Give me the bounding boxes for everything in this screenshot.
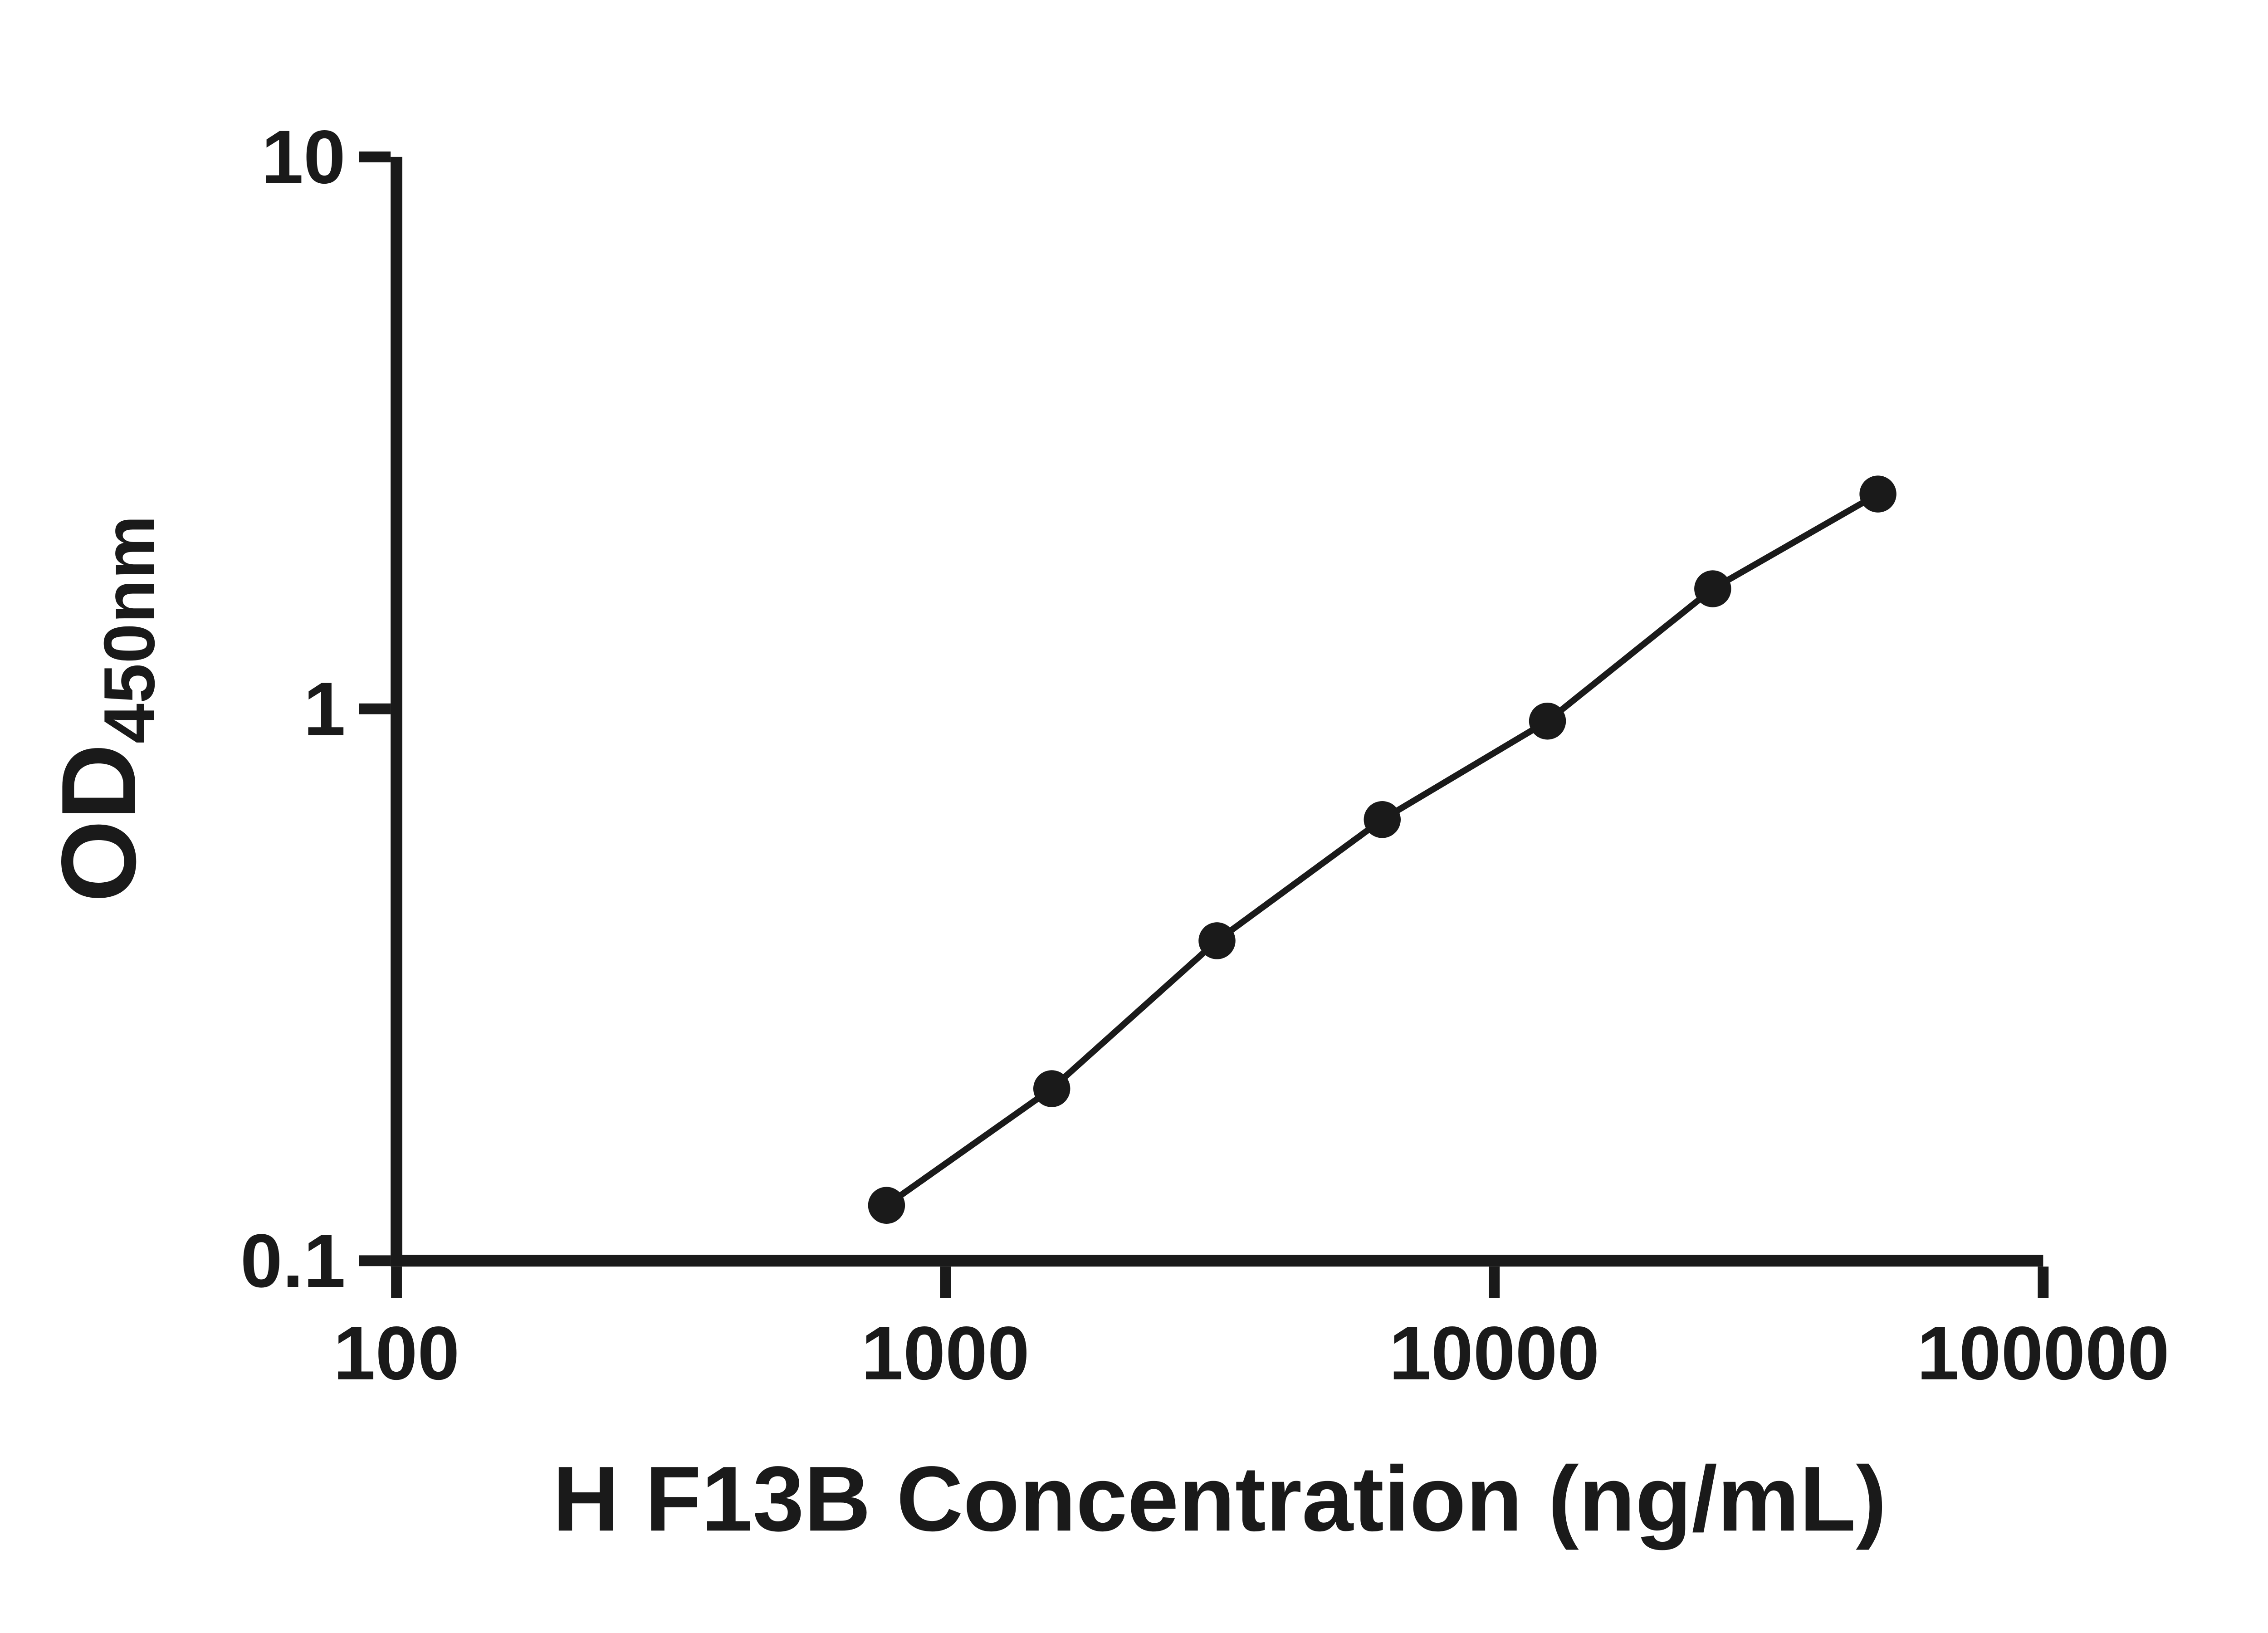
data-point-marker [1033,1070,1070,1107]
x-tick-label: 100000 [1917,1311,2170,1396]
data-series [868,475,1897,1224]
y-tick-label: 0.1 [240,1219,346,1303]
x-axis-title: H F13B Concentration (ng/mL) [552,1447,1887,1550]
axis-tick-labels: 100 1000 10000 100000 0.1 1 10 [240,115,2170,1395]
data-point-marker [1198,922,1236,959]
x-tick-label: 10000 [1389,1311,1599,1396]
axis-ticks [359,151,2049,1298]
y-tick-label: 10 [261,115,346,199]
y-axis-title-main: OD [40,743,158,902]
data-point-marker [1364,801,1401,838]
axes [391,156,2043,1267]
axis-spines [391,156,2043,1267]
data-point-marker [1529,702,1566,740]
data-point-marker [1694,570,1731,607]
x-tick-label: 1000 [861,1311,1030,1396]
y-tick-label: 1 [303,667,346,751]
y-axis-title-sub: 450nm [89,515,170,744]
data-point-marker [1859,475,1897,513]
x-tick-label: 100 [333,1311,459,1396]
series-line [883,491,1882,1209]
data-point-marker [868,1187,905,1224]
y-axis-title: OD450nm [40,515,170,903]
